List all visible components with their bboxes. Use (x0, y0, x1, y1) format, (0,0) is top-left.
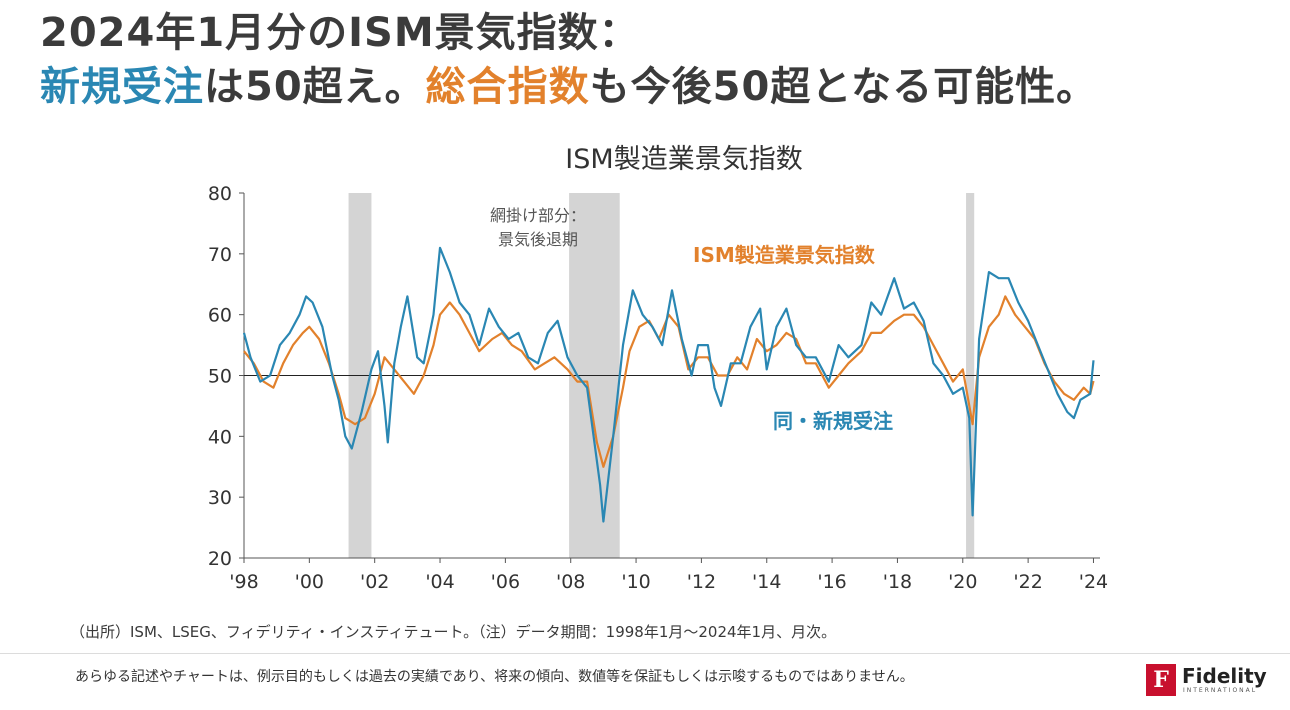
chart-title: ISM製造業景気指数 (565, 144, 802, 175)
x-tick-label-2006: '06 (491, 571, 520, 593)
x-tick-label-2012: '12 (687, 571, 716, 593)
headline-line-2: 新規受注は50超え。総合指数も今後50超となる可能性。 (40, 60, 1270, 114)
y-tick-label-40: 40 (208, 426, 232, 448)
shade-label-line-1: 景気後退期 (498, 230, 578, 249)
y-tick-label-20: 20 (208, 548, 232, 570)
x-tick-label-2022: '22 (1013, 571, 1042, 593)
x-tick-label-2004: '04 (425, 571, 454, 593)
fidelity-logo-subtext: INTERNATIONAL (1183, 687, 1258, 694)
footer-divider (0, 653, 1290, 654)
fidelity-logo-text: Fidelity (1182, 664, 1267, 688)
y-tick-label-60: 60 (208, 305, 232, 327)
headline-text-b: も今後50超となる可能性。 (589, 64, 1098, 110)
headline-composite-index: 総合指数 (425, 64, 590, 110)
headline: 2024年1月分のISM景気指数： 新規受注は50超え。総合指数も今後50超とな… (40, 6, 1270, 114)
x-tick-label-2020: '20 (948, 571, 977, 593)
series-annotation-0: ISM製造業景気指数 (693, 243, 876, 267)
series-annotation-1: 同・新規受注 (773, 409, 893, 433)
x-tick-label-2016: '16 (817, 571, 846, 593)
fidelity-logo-icon: F (1146, 664, 1176, 696)
ism-chart: ISM製造業景気指数網掛け部分：景気後退期20304050607080'98'0… (208, 144, 1108, 593)
x-tick-label-2014: '14 (752, 571, 781, 593)
shade-label-line-0: 網掛け部分： (490, 206, 586, 225)
series-line-1 (242, 246, 1095, 523)
y-tick-label-80: 80 (208, 183, 232, 205)
y-tick-label-30: 30 (208, 487, 232, 509)
headline-text-a: は50超え。 (204, 64, 426, 110)
x-tick-label-2002: '02 (360, 571, 389, 593)
headline-new-orders: 新規受注 (40, 64, 204, 110)
x-tick-label-2008: '08 (556, 571, 585, 593)
x-tick-label-2010: '10 (621, 571, 650, 593)
x-tick-label-2024: '24 (1079, 571, 1108, 593)
source-note: （出所）ISM、LSEG、フィデリティ・インスティテュート。（注）データ期間：1… (70, 623, 837, 641)
fidelity-logo[interactable]: F Fidelity INTERNATIONAL (1146, 664, 1271, 696)
x-tick-label-1998: '98 (229, 571, 258, 593)
y-tick-label-70: 70 (208, 244, 232, 266)
x-tick-label-2018: '18 (883, 571, 912, 593)
disclaimer: あらゆる記述やチャートは、例示目的もしくは過去の実績であり、将来の傾向、数値等を… (75, 669, 914, 685)
headline-line-1: 2024年1月分のISM景気指数： (40, 10, 640, 56)
x-tick-label-2000: '00 (295, 571, 324, 593)
y-tick-label-50: 50 (208, 366, 232, 388)
